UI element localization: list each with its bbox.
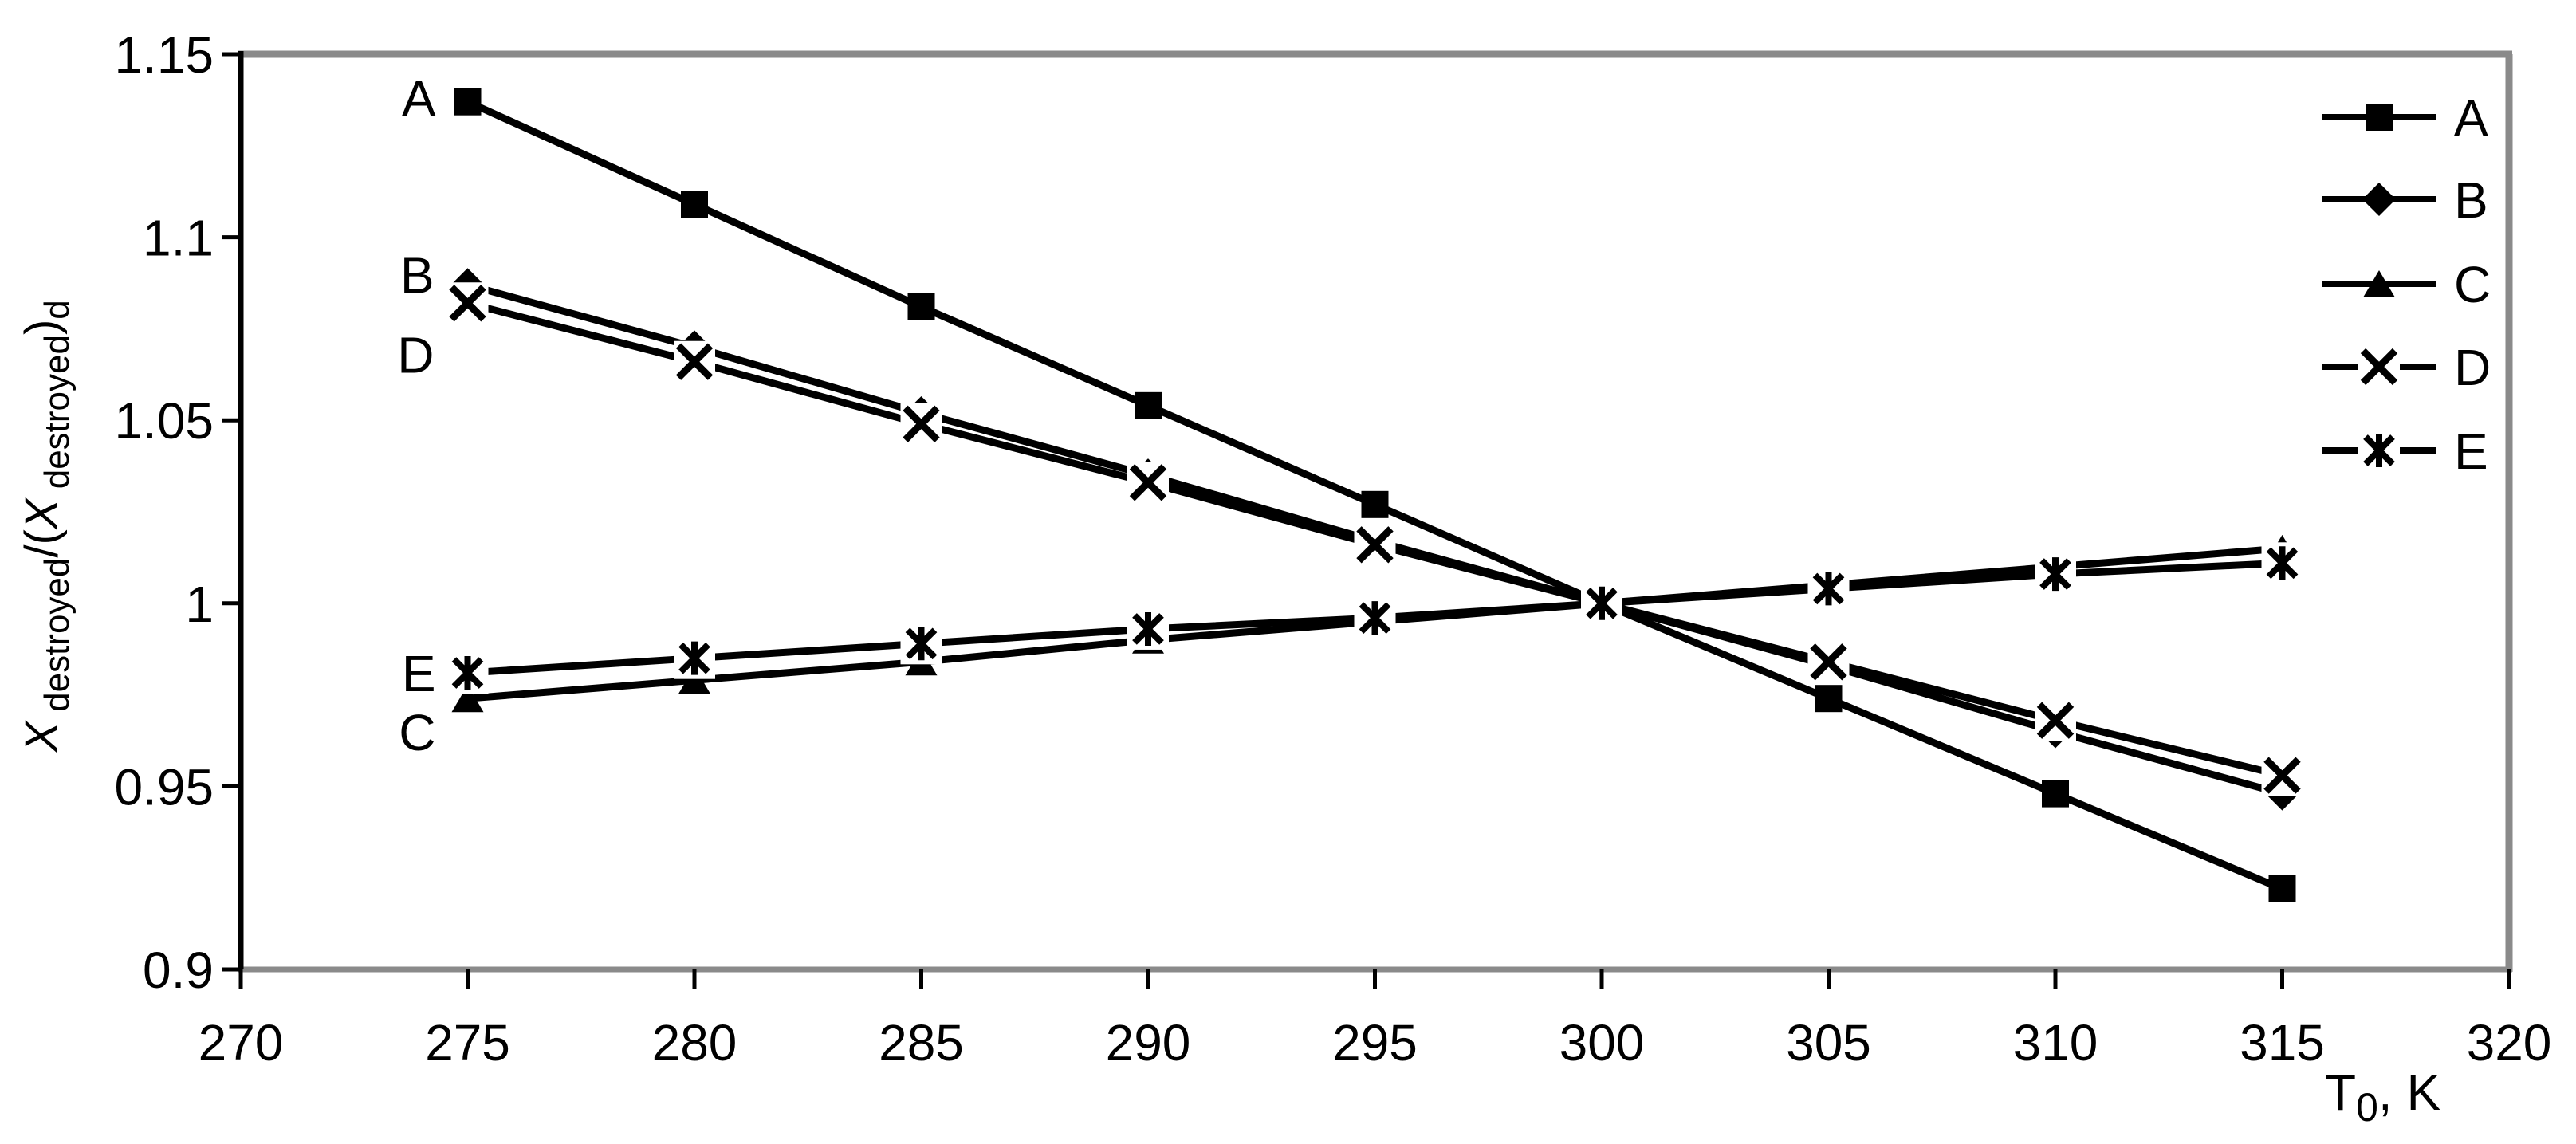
y-tick-label: 0.95 xyxy=(114,758,214,816)
y-tick-label: 1.1 xyxy=(143,210,214,267)
asterisk-marker-icon xyxy=(1586,587,1618,619)
legend-entry-D: D xyxy=(2322,339,2491,396)
legend-entry-C: C xyxy=(2322,256,2491,313)
y-axis-title: X destroyed/(X destroyed)d xyxy=(16,300,77,754)
series-E-label: E xyxy=(402,645,436,702)
asterisk-marker-icon xyxy=(451,657,484,689)
square-marker-icon xyxy=(1361,490,1389,518)
series-B-label: B xyxy=(400,246,435,304)
x-tick-label: 285 xyxy=(879,1014,964,1071)
triangle-marker-icon xyxy=(678,666,710,694)
x-marker-icon xyxy=(1129,464,1167,501)
y-tick-label: 1 xyxy=(185,576,214,633)
y-tick-label: 1.05 xyxy=(114,392,214,450)
asterisk-marker-icon xyxy=(2039,558,2071,590)
x-marker-icon xyxy=(903,405,940,442)
x-marker-icon xyxy=(675,343,714,380)
square-marker-icon xyxy=(2042,780,2069,808)
series-E-markers xyxy=(446,542,2303,694)
legend-entry-A: A xyxy=(2322,89,2488,147)
x-marker-icon xyxy=(2036,702,2075,739)
y-tick-label: 0.9 xyxy=(143,942,214,999)
x-tick-label: 305 xyxy=(1786,1014,1871,1071)
square-marker-icon xyxy=(2268,875,2296,902)
legend-entry-B: B xyxy=(2322,171,2488,229)
x-axis-title: T0, K xyxy=(2325,1063,2440,1130)
legend-entry-E: E xyxy=(2322,423,2488,480)
square-marker-icon xyxy=(681,191,708,218)
x-tick-label: 270 xyxy=(199,1014,284,1071)
series-A-markers xyxy=(454,88,2296,902)
legend-label-E: E xyxy=(2454,423,2488,480)
x-tick-label: 290 xyxy=(1106,1014,1191,1071)
asterisk-marker-icon xyxy=(1359,602,1391,634)
axis-ticks: 1.15 1.1 1.05 1 0.95 0.9 270 275 280 285 290 295 300… xyxy=(114,26,2551,1071)
square-marker-icon xyxy=(1815,685,1843,713)
x-marker-icon xyxy=(449,285,486,322)
x-marker-icon xyxy=(1356,526,1394,564)
x-tick-label: 300 xyxy=(1559,1014,1645,1071)
asterisk-marker-icon xyxy=(1812,572,1845,605)
square-marker-icon xyxy=(454,88,482,116)
asterisk-marker-icon xyxy=(1132,613,1164,645)
triangle-marker-icon xyxy=(451,685,484,713)
x-tick-label: 280 xyxy=(652,1014,737,1071)
asterisk-marker-icon xyxy=(678,642,710,674)
x-marker-icon xyxy=(1810,643,1847,681)
diamond-marker-icon xyxy=(2362,183,2396,216)
triangle-marker-icon xyxy=(2363,270,2395,297)
legend-label-C: C xyxy=(2454,256,2491,313)
asterisk-marker-icon xyxy=(905,627,938,660)
x-tick-label: 275 xyxy=(425,1014,510,1071)
legend-label-A: A xyxy=(2454,89,2488,147)
x-tick-label: 310 xyxy=(2013,1014,2098,1071)
square-marker-icon xyxy=(1135,391,1162,419)
series-A-label: A xyxy=(402,70,436,128)
x-tick-label: 315 xyxy=(2240,1014,2325,1071)
series-inplot-labels: A B C D E xyxy=(397,70,436,761)
series-C-label: C xyxy=(399,704,435,761)
legend-label-B: B xyxy=(2454,171,2488,229)
square-marker-icon xyxy=(2366,104,2393,131)
x-marker-icon xyxy=(2360,348,2398,386)
x-tick-label: 320 xyxy=(2467,1014,2552,1071)
x-marker-icon xyxy=(2263,757,2301,794)
x-tick-label: 295 xyxy=(1332,1014,1418,1071)
legend-label-D: D xyxy=(2454,339,2491,396)
asterisk-marker-icon xyxy=(2266,547,2299,580)
square-marker-icon xyxy=(907,293,935,320)
series-D-label: D xyxy=(397,326,434,383)
y-tick-label: 1.15 xyxy=(114,26,214,84)
asterisk-marker-icon xyxy=(2363,434,2395,466)
